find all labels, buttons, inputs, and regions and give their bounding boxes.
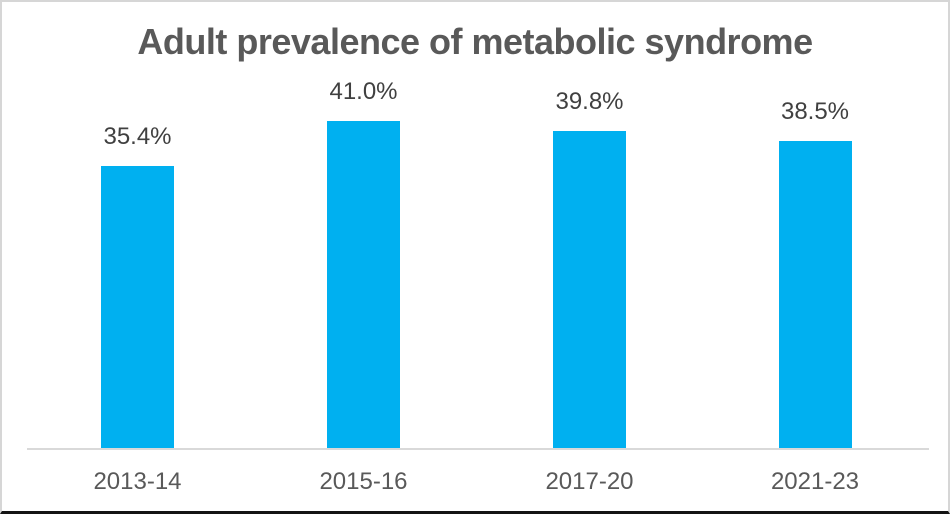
bar-2013-14 [101, 166, 174, 448]
chart-title: Adult prevalence of metabolic syndrome [137, 21, 813, 62]
x-axis-line [27, 448, 929, 450]
data-label-2017-20: 39.8% [555, 88, 624, 115]
data-label-2013-14: 35.4% [103, 123, 172, 150]
bar-2017-20 [553, 131, 626, 448]
data-label-2015-16: 41.0% [329, 78, 398, 105]
x-axis-label-2021-23: 2021-23 [770, 468, 860, 495]
x-axis-label-2013-14: 2013-14 [93, 468, 182, 495]
bar-2015-16 [327, 121, 400, 448]
data-label-2021-23: 38.5% [780, 98, 850, 125]
bar-2021-23 [778, 141, 852, 448]
x-axis-label-2017-20: 2017-20 [545, 468, 634, 495]
x-axis-label-2015-16: 2015-16 [319, 468, 408, 495]
